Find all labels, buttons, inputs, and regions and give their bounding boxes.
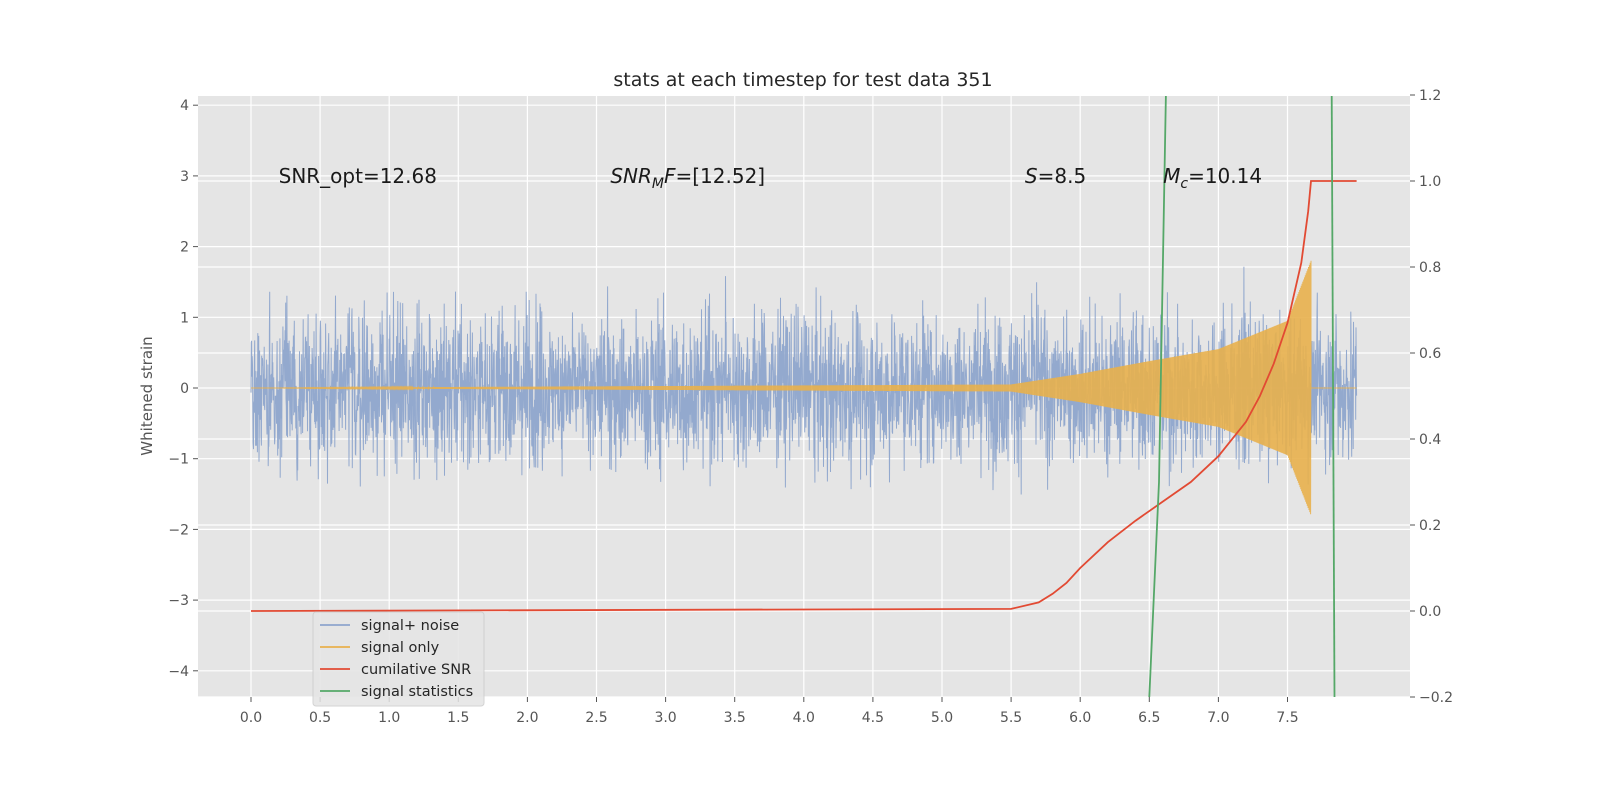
y-tick-label: 3 <box>180 169 189 185</box>
x-axis-ticks: 0.0 0.5 1.0 1.5 2.0 2.5 3.0 3.5 4.0 4.5 5.0 5.5 6.0 6… <box>240 697 1299 726</box>
y-axis-label: Whitened strain <box>138 336 156 455</box>
annotation-4: Mc=10.14 <box>1163 164 1262 192</box>
x-tick-label: 1.5 <box>447 710 469 726</box>
x-tick-label: 3.0 <box>654 710 676 726</box>
y-axis-ticks: 4 3 2 1 0 −1 −2 −3 −4 <box>168 98 198 680</box>
legend-box <box>312 611 485 707</box>
x-tick-label: 4.5 <box>862 710 884 726</box>
y-tick-label: 4 <box>180 98 189 114</box>
legend-entry: cumilative SNR <box>361 662 471 678</box>
annotation-1: SNR_opt=12.68 <box>279 164 437 188</box>
x-tick-label: 5.0 <box>931 710 953 726</box>
x-tick-label: 2.0 <box>516 710 538 726</box>
y2-tick-label: 0.0 <box>1419 604 1441 620</box>
series-signal-statistics <box>1330 96 1336 697</box>
y-tick-label: −4 <box>168 664 189 680</box>
x-tick-label: 7.0 <box>1207 710 1229 726</box>
legend: signal+ noise signal only cumilative SNR si… <box>312 611 485 707</box>
y-tick-label: −2 <box>168 522 189 538</box>
x-tick-label: 1.0 <box>378 710 400 726</box>
y2-tick-label: 0.2 <box>1419 518 1441 534</box>
y2-tick-label: −0.2 <box>1419 690 1453 706</box>
x-tick-label: 4.0 <box>793 710 815 726</box>
annotation-2: SNRMF=[12.52] <box>610 164 765 192</box>
legend-entry: signal+ noise <box>361 618 459 634</box>
y2-tick-label: 0.8 <box>1419 260 1441 276</box>
y2-axis-ticks: 1.2 1.0 0.8 0.6 0.4 0.2 0.0 −0.2 <box>1410 88 1453 706</box>
x-tick-label: 0.5 <box>309 710 331 726</box>
legend-entry: signal only <box>361 640 440 656</box>
y-tick-label: 1 <box>180 310 189 326</box>
y-tick-label: 0 <box>180 381 189 397</box>
x-tick-label: 5.5 <box>1000 710 1022 726</box>
legend-entry: signal statistics <box>361 684 473 700</box>
y-tick-label: 2 <box>180 240 189 256</box>
x-tick-label: 7.5 <box>1276 710 1298 726</box>
annotations: SNR_opt=12.68 SNRMF=[12.52] S=8.5 Mc=10.14 <box>279 164 1262 192</box>
series-signal-statistics <box>1148 96 1167 697</box>
y2-tick-label: 1.0 <box>1419 174 1441 190</box>
y2-tick-label: 1.2 <box>1419 88 1441 104</box>
x-tick-label: 2.5 <box>585 710 607 726</box>
y-tick-label: −1 <box>168 452 189 468</box>
y-tick-label: −3 <box>168 593 189 609</box>
x-tick-label: 6.5 <box>1138 710 1160 726</box>
chart-title: stats at each timestep for test data 351 <box>613 69 992 91</box>
x-tick-label: 3.5 <box>724 710 746 726</box>
x-tick-label: 6.0 <box>1069 710 1091 726</box>
series-cumulative-snr <box>250 180 1357 612</box>
y2-tick-label: 0.6 <box>1419 346 1441 362</box>
series-signal-only <box>251 260 1357 515</box>
y2-tick-label: 0.4 <box>1419 432 1441 448</box>
series-layer <box>250 96 1358 697</box>
x-tick-label: 0.0 <box>240 710 262 726</box>
annotation-3: S=8.5 <box>1025 164 1086 188</box>
